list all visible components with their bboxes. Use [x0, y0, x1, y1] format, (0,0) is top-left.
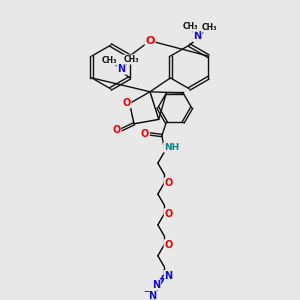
Text: −: − [143, 286, 149, 296]
Text: O: O [141, 129, 149, 139]
Text: N: N [117, 64, 125, 74]
Text: CH₃: CH₃ [102, 56, 118, 65]
Text: O: O [164, 240, 172, 250]
Text: +: + [158, 274, 164, 283]
Text: O: O [164, 178, 172, 188]
Text: CH₃: CH₃ [201, 23, 217, 32]
Text: N: N [152, 280, 160, 290]
Text: O: O [164, 209, 172, 219]
Text: O: O [145, 36, 155, 46]
Text: NH: NH [164, 143, 179, 152]
Text: CH₃: CH₃ [123, 55, 139, 64]
Text: N: N [165, 271, 173, 281]
Text: N: N [148, 291, 156, 300]
Text: CH₃: CH₃ [183, 22, 199, 31]
Text: N: N [194, 32, 202, 41]
Text: O: O [123, 98, 131, 108]
Text: O: O [112, 125, 121, 135]
